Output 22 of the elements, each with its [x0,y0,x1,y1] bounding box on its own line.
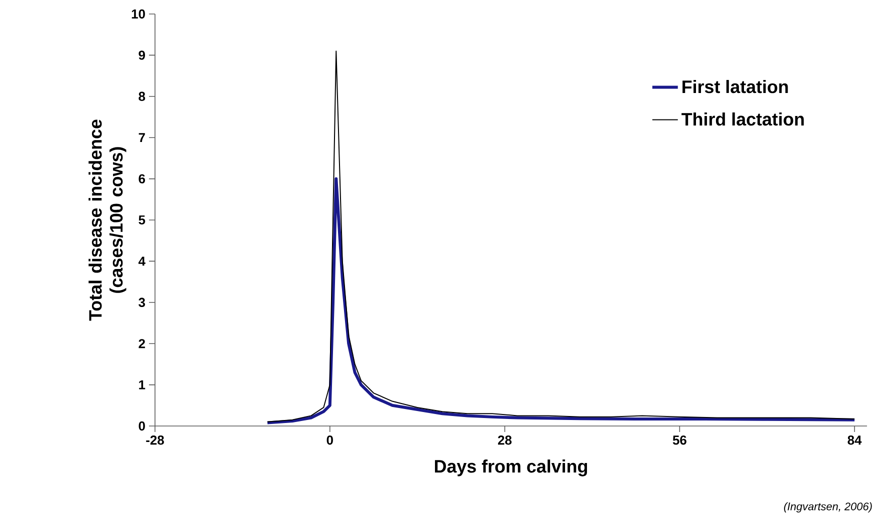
legend-label: First latation [682,80,788,94]
x-axis-title: Days from calving [434,460,588,476]
x-tick-label: 84 [848,436,862,445]
y-tick-label: 4 [138,256,146,266]
y-tick-label: 8 [138,92,146,101]
legend-label: Third lactation [682,112,804,126]
y-tick-label: 3 [138,298,146,307]
y-tick-label: 2 [138,339,145,348]
y-tick-label: 7 [138,133,145,142]
line-series [266,177,856,424]
x-tick-label: 28 [498,436,512,445]
y-axis-title: Total disease incidence (cases/100 cows) [88,120,126,321]
y-tick-label: 1 [139,380,146,390]
y-tick-label: 6 [138,174,146,184]
y-tick-label: 9 [138,50,145,60]
y-tick-label: 5 [138,215,146,225]
y-tick-label: 10 [132,9,145,19]
x-tick-label: 56 [672,436,686,445]
y-tick-label: 0 [138,421,145,431]
x-tick-label: 0 [326,436,333,445]
text: (Ingvartsen, 2006) [784,502,872,512]
x-tick-label: -28 [146,436,164,445]
